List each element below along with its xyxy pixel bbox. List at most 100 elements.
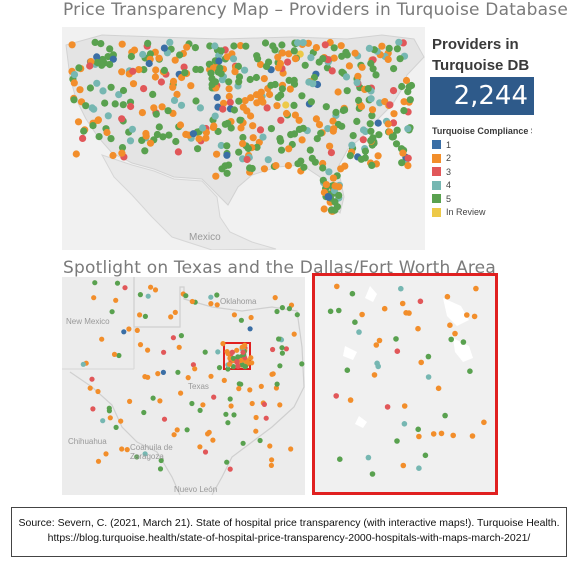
legend-item[interactable]: 1: [432, 139, 451, 150]
us-provider-dot: [267, 125, 275, 133]
texas-provider-dot: [142, 313, 148, 319]
dfw-provider-dot: [334, 283, 340, 290]
us-provider-dot: [305, 78, 313, 86]
us-provider-dot: [74, 118, 83, 126]
us-provider-dot: [256, 126, 265, 134]
dfw-provider-dot: [327, 308, 334, 315]
us-provider-dot: [109, 55, 117, 63]
us-provider-dot: [348, 141, 356, 149]
us-provider-dot: [223, 142, 231, 150]
source-line-1: Source: Severn, C. (2021, March 21). Sta…: [18, 517, 560, 529]
dfw-provider-dot: [425, 374, 432, 380]
dfw-provider-dot: [333, 393, 339, 399]
us-provider-dot: [199, 124, 207, 132]
us-provider-dot: [225, 78, 233, 86]
us-provider-dot: [330, 44, 338, 52]
us-provider-dot: [140, 85, 148, 93]
us-provider-dot: [129, 67, 137, 75]
us-provider-dot: [170, 96, 179, 104]
us-provider-dot: [241, 66, 249, 74]
legend-item[interactable]: In Review: [432, 207, 486, 218]
us-provider-dot: [118, 144, 127, 152]
us-provider-dot: [345, 62, 353, 70]
us-provider-dot: [278, 85, 286, 93]
legend-item[interactable]: 3: [432, 166, 451, 177]
dfw-zoom-map[interactable]: [312, 273, 498, 495]
us-provider-dot: [390, 110, 398, 118]
dfw-provider-dot: [344, 367, 351, 373]
us-provider-dot: [404, 154, 412, 162]
us-provider-dot: [247, 94, 255, 102]
us-provider-dot: [217, 70, 225, 78]
texas-provider-dot: [91, 295, 97, 301]
dfw-provider-dot: [415, 426, 421, 433]
us-provider-dot: [253, 143, 261, 151]
rio-grande: [69, 371, 181, 495]
us-provider-dot: [88, 104, 96, 112]
us-provider-dot: [94, 116, 102, 124]
us-provider-dot: [304, 39, 312, 47]
us-provider-dot: [130, 46, 139, 54]
us-provider-dot: [241, 97, 249, 105]
us-provider-dot: [171, 56, 179, 64]
us-provider-dot: [266, 90, 274, 99]
us-provider-dot: [326, 142, 334, 150]
us-provider-dot: [338, 52, 346, 60]
us-provider-dot: [278, 41, 286, 49]
us-provider-dot: [115, 91, 123, 99]
us-provider-dot: [369, 65, 377, 73]
us-provider-dot: [70, 79, 78, 87]
us-provider-dot: [392, 140, 401, 148]
texas-map[interactable]: New Mexico Oklahoma Texas Chihuahua Coah…: [62, 277, 305, 495]
dfw-provider-dot: [467, 368, 473, 374]
us-provider-dot: [254, 55, 262, 63]
texas-provider-dot: [267, 443, 273, 449]
us-map[interactable]: Mexico: [62, 27, 425, 250]
us-provider-dot: [235, 78, 243, 86]
us-provider-dot: [226, 98, 234, 106]
state-line: [62, 327, 135, 370]
texas-provider-dot: [119, 446, 125, 452]
dfw-provider-dot: [417, 298, 424, 305]
texas-provider-dot: [248, 314, 254, 321]
us-provider-dot: [249, 122, 257, 130]
dfw-provider-dot: [473, 285, 479, 292]
dfw-provider-dot: [448, 336, 454, 343]
dfw-provider-dot: [430, 431, 437, 437]
legend-item[interactable]: 2: [432, 153, 451, 164]
texas-provider-dot: [253, 428, 259, 434]
us-provider-dot: [404, 162, 412, 170]
us-provider-dot: [99, 87, 107, 95]
us-provider-dot: [119, 86, 128, 95]
dfw-provider-dot: [442, 412, 448, 419]
us-provider-dot: [104, 112, 112, 120]
us-provider-dot: [330, 54, 338, 62]
texas-provider-dot: [172, 309, 178, 315]
texas-provider-dot: [270, 346, 276, 353]
us-provider-dot: [86, 62, 94, 70]
us-provider-dot: [213, 150, 221, 158]
us-provider-dot: [400, 107, 408, 115]
texas-provider-dot: [269, 457, 275, 463]
texas-provider-dot: [95, 458, 102, 464]
us-provider-dot: [295, 116, 303, 124]
texas-provider-dot: [220, 341, 226, 347]
texas-provider-dot: [224, 349, 230, 355]
us-provider-dot: [187, 82, 195, 90]
us-provider-dot: [295, 125, 303, 133]
us-provider-dot: [106, 60, 114, 69]
us-provider-dot: [402, 76, 411, 85]
legend-item[interactable]: 5: [432, 193, 451, 204]
legend-swatch: [432, 140, 441, 149]
dfw-provider-dot: [373, 342, 380, 348]
us-provider-dot: [353, 79, 361, 87]
us-provider-dot: [225, 85, 233, 93]
us-provider-dot: [107, 135, 115, 143]
dfw-provider-dot: [471, 313, 478, 320]
texas-provider-dot: [273, 385, 279, 391]
us-provider-dot: [398, 82, 406, 91]
dfw-provider-dots: [327, 283, 487, 477]
legend-item[interactable]: 4: [432, 180, 451, 191]
us-provider-dot: [70, 71, 79, 79]
texas-provider-dot: [100, 418, 106, 424]
